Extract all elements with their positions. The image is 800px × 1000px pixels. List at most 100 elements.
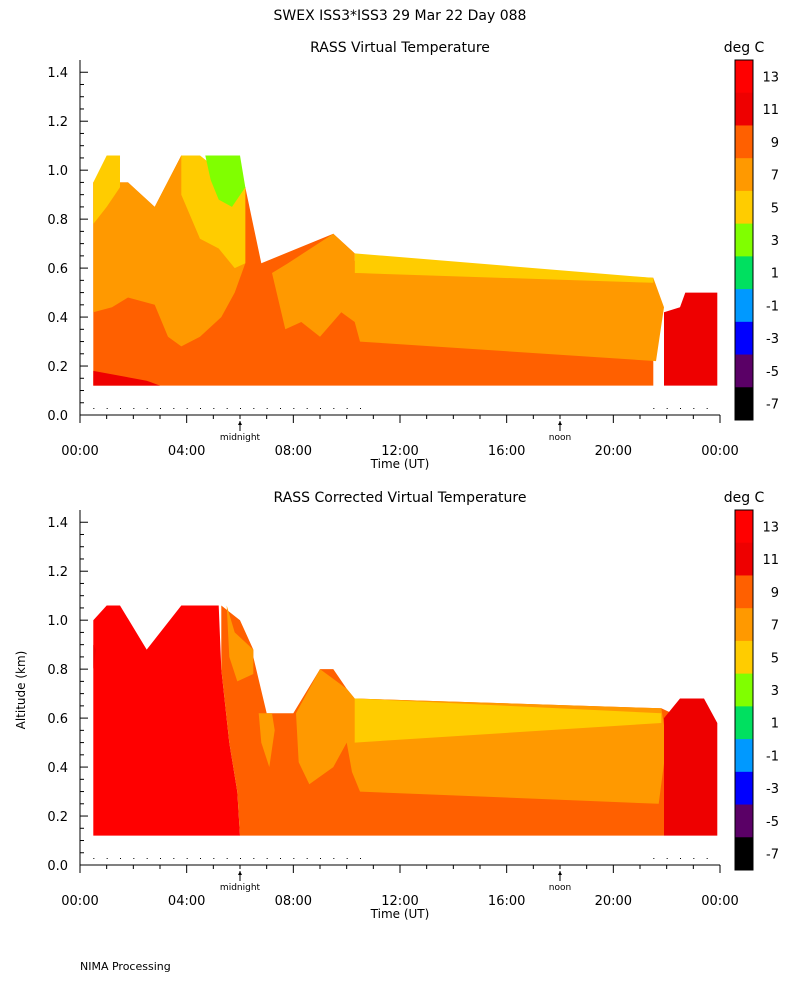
colorbar-segment	[735, 158, 753, 192]
sample-dot	[706, 408, 708, 409]
sample-dot	[120, 858, 121, 859]
y-tick-label: 0.6	[47, 262, 68, 277]
colorbar-tick-label: 3	[771, 684, 779, 699]
x-tick-label: 00:00	[701, 444, 738, 459]
panel1-plot-area: 0.0 0.2 0.4 0.6 0.8 1.0 1.2 1.4 00:00 04:00 08:00 1…	[47, 60, 739, 459]
colorbar-tick-label: 7	[771, 169, 779, 184]
panel2-colorbar: 13 11 9 7 5 3 1 -1 -3 -5 -7	[734, 509, 779, 871]
y-tick-label: 1.2	[47, 115, 68, 130]
colorbar-segment	[735, 739, 753, 773]
sample-dot	[346, 408, 348, 409]
colorbar-segment	[735, 673, 753, 707]
sample-dot	[280, 408, 281, 409]
sample-dot	[93, 858, 95, 859]
sample-dot	[320, 408, 321, 409]
panel1-unit-label: deg C	[724, 40, 765, 56]
midnight-marker-label: midnight	[220, 883, 261, 893]
panel2-title: RASS Corrected Virtual Temperature	[274, 490, 527, 506]
contour-region-11-to-13	[664, 292, 718, 386]
sample-dot	[266, 408, 268, 409]
colorbar-segment	[735, 640, 753, 675]
sample-dot	[706, 858, 708, 859]
sample-dot	[200, 408, 201, 409]
contour-region-11-to-13	[93, 644, 96, 670]
colorbar-segment	[735, 837, 753, 871]
contour-region-13-to-15	[93, 605, 240, 836]
sample-dot	[280, 858, 281, 859]
x-tick-label: 00:00	[701, 894, 738, 909]
noon-marker-label: noon	[549, 883, 571, 893]
contour-region-7-to-9	[226, 605, 254, 682]
colorbar-tick-label: -3	[766, 782, 779, 797]
midnight-marker-label: midnight	[220, 433, 261, 443]
x-tick-label: 08:00	[275, 894, 312, 909]
sample-dot	[133, 858, 135, 859]
sample-dot	[693, 858, 695, 859]
sample-dot	[680, 858, 681, 859]
colorbar-segment	[735, 354, 753, 388]
colorbar-tick-label: 13	[762, 520, 779, 535]
panel2-unit-label: deg C	[724, 490, 765, 506]
contour-region-11-to-13	[664, 698, 718, 836]
sample-dot	[173, 408, 175, 409]
colorbar-segment	[735, 125, 753, 159]
noon-marker-label: noon	[549, 433, 571, 443]
panel2-xlabel: Time (UT)	[370, 907, 430, 921]
y-tick-label: 0.0	[47, 409, 68, 424]
colorbar-tick-label: 9	[771, 136, 779, 151]
sample-dot	[213, 858, 215, 859]
colorbar-tick-label: -5	[766, 365, 779, 380]
sample-dot	[240, 858, 241, 859]
colorbar-segment	[735, 321, 753, 356]
sample-dot	[333, 858, 335, 859]
contour-region-3-to-5	[205, 155, 246, 207]
sample-dot	[146, 408, 148, 409]
x-tick-label: 08:00	[275, 444, 312, 459]
sample-dot	[200, 858, 201, 859]
sample-dot	[346, 858, 348, 859]
x-tick-label: 16:00	[488, 444, 525, 459]
y-tick-label: 1.4	[47, 516, 68, 531]
sample-dot	[226, 858, 228, 859]
y-tick-label: 0.6	[47, 712, 68, 727]
sample-dot	[306, 408, 308, 409]
colorbar-tick-label: 13	[762, 70, 779, 85]
sample-dot	[360, 858, 361, 859]
colorbar-segment	[735, 771, 753, 806]
sample-dot	[120, 408, 121, 409]
x-tick-label: 00:00	[61, 894, 98, 909]
x-tick-label: 00:00	[61, 444, 98, 459]
colorbar-tick-label: 3	[771, 234, 779, 249]
y-tick-label: 0.2	[47, 810, 68, 825]
colorbar-tick-label: -5	[766, 815, 779, 830]
contour-region-5-to-7	[93, 155, 120, 269]
panel-virtual-temperature: RASS Virtual Temperature 0.0 0.2 0.4 0.6 0.8…	[47, 40, 779, 471]
sample-dot	[653, 408, 655, 409]
y-tick-label: 0.8	[47, 663, 68, 678]
sample-dot	[146, 858, 148, 859]
sample-dot	[666, 858, 668, 859]
sample-dot	[293, 858, 295, 859]
colorbar-segment	[735, 387, 753, 421]
sample-dot	[320, 858, 321, 859]
colorbar-segment	[735, 289, 753, 323]
colorbar-tick-label: 5	[771, 651, 779, 666]
x-tick-label: 12:00	[381, 444, 418, 459]
colorbar-segment	[735, 60, 753, 94]
colorbar-segment	[735, 256, 753, 290]
sample-dot	[666, 408, 668, 409]
contour-region-5-to-7	[354, 253, 654, 283]
colorbar-tick-label: 1	[771, 717, 779, 732]
colorbar-tick-label: -7	[766, 848, 779, 863]
y-tick-label: 1.0	[47, 164, 68, 179]
contour-region-7-to-9	[272, 233, 664, 362]
sample-dot	[106, 858, 108, 859]
x-tick-label: 20:00	[595, 894, 632, 909]
colorbar-tick-label: -1	[766, 749, 779, 764]
sample-dot	[160, 408, 161, 409]
panel1-xlabel: Time (UT)	[370, 457, 430, 471]
sample-dot	[693, 408, 695, 409]
sample-dot	[306, 858, 308, 859]
colorbar-tick-label: 5	[771, 201, 779, 216]
